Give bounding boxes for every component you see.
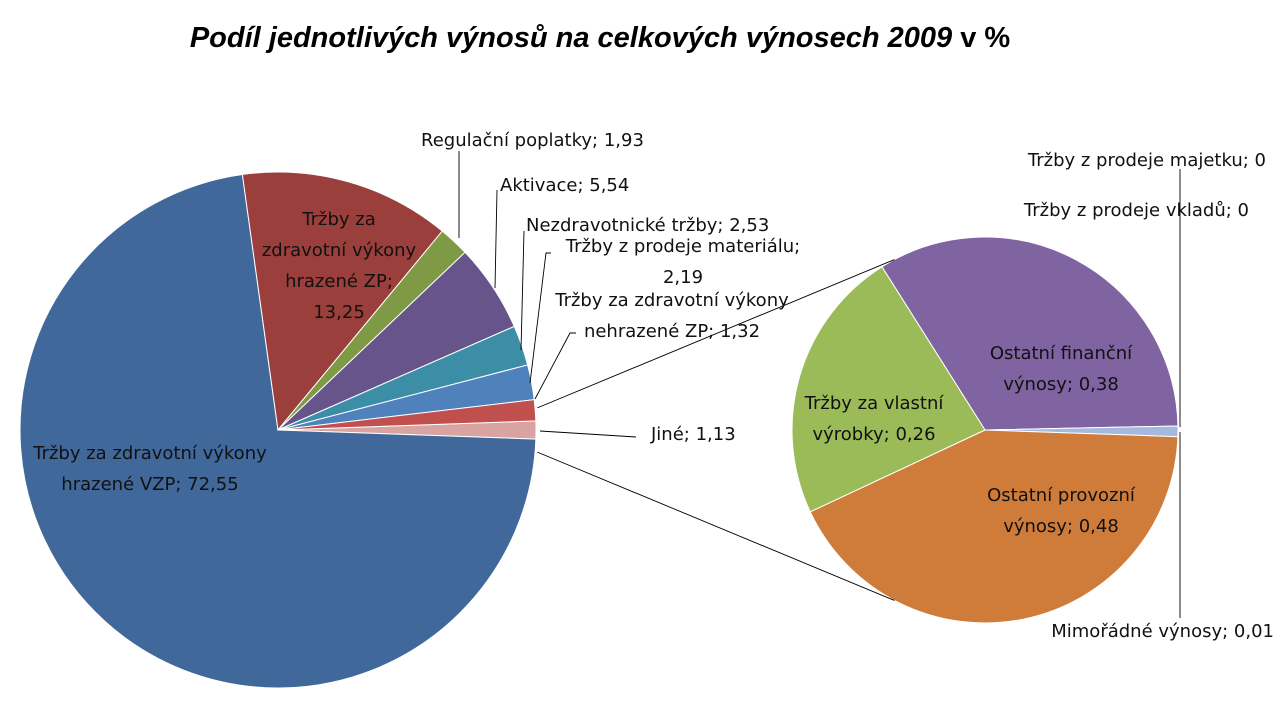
label-trzby-za-zdravotni-vykony-hrazene-vzp: Tržby za zdravotní výkony hrazené VZP; 72… [32, 443, 267, 495]
label-aktivace: Aktivace; 5,54 [500, 175, 629, 196]
label-trzby-z-prodeje-materialu: Tržby z prodeje materiálu; 2,19 [565, 236, 801, 288]
label-ostatni-financni-vynosy: Ostatní finanční výnosy; 0,38 [990, 343, 1133, 395]
leader-trzby-z-prodeje-materialu [529, 252, 551, 384]
secondary-pie [791, 236, 1179, 624]
main-slice-trzby-za-zdravotni-vykony-hrazene-zp [241, 171, 443, 432]
label-nezdravotnicke-trzby: Nezdravotnické tržby; 2,53 [526, 215, 769, 236]
leader-trzby-za-zdravotni-vykony-nehrazene-zp [534, 332, 576, 400]
secondary-slice-trzby-za-vlastni-vyrobky [791, 266, 986, 513]
label-trzby-za-zdravotni-vykony-nehrazene-zp: Tržby za zdravotní výkony nehrazené ZP; 1… [554, 290, 789, 342]
secondary-slice-ostatni-financni-vynosy [881, 236, 1179, 431]
main-pie [19, 171, 537, 689]
main-slice-trzby-za-zdravotni-vykony-hrazene-vzp [19, 173, 537, 689]
leader-nezdravotnicke-trzby [520, 230, 525, 351]
label-trzby-za-vlastni-vyrobky: Tržby za vlastní výrobky; 0,26 [804, 393, 945, 445]
chart-title: Podíl jednotlivých výnosů na celkových v… [190, 22, 1011, 54]
secondary-slice-ostatni-provozni-vynosy [809, 429, 1179, 624]
connector-lines [537, 259, 895, 601]
leader-jine [539, 430, 637, 438]
connector-bottom [537, 451, 895, 601]
label-trzby-z-prodeje-vkladu: Tržby z prodeje vkladů; 0 [1023, 200, 1249, 221]
data-labels: Tržby za zdravotní výkony hrazené VZP; 72… [32, 130, 1274, 642]
label-mimoradne-vynosy: Mimořádné výnosy; 0,01 [1051, 621, 1274, 642]
label-ostatni-provozni-vynosy: Ostatní provozní výnosy; 0,48 [987, 485, 1136, 537]
label-regulacni-poplatky: Regulační poplatky; 1,93 [421, 130, 644, 151]
main-slice-trzby-za-zdravotni-vykony-nehrazene-zp [277, 399, 537, 431]
label-trzby-za-zdravotni-vykony-hrazene-zp: Tržby za zdravotní výkony hrazené ZP; 13,25 [262, 209, 417, 323]
label-trzby-z-prodeje-majetku: Tržby z prodeje majetku; 0 [1027, 150, 1266, 171]
label-jine: Jiné; 1,13 [650, 424, 736, 445]
leader-aktivace [494, 189, 498, 289]
connector-top [537, 259, 895, 409]
